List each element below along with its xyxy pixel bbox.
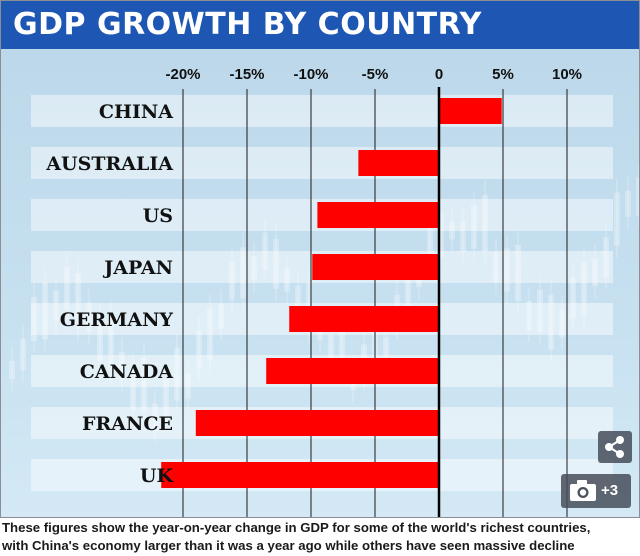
row-band — [31, 95, 613, 127]
photo-count: +3 — [601, 482, 619, 499]
bar-germany — [289, 306, 439, 332]
x-tick-label: 10% — [552, 66, 582, 83]
category-label: AUSTRALIA — [45, 153, 173, 175]
bars — [161, 98, 502, 488]
share-button[interactable] — [598, 431, 632, 463]
x-axis-tick-labels: -20% -15% -10% -5% 0 5% 10% — [165, 66, 582, 83]
x-tick-label: -20% — [165, 66, 200, 83]
bar-japan — [312, 254, 439, 280]
bar-canada — [266, 358, 439, 384]
bar-china — [439, 98, 502, 124]
x-tick-label: 0 — [435, 66, 443, 83]
bar-chart: -20% -15% -10% -5% 0 5% 10% CHINA AUSTRALIA US JA… — [1, 49, 639, 517]
category-labels: CHINA AUSTRALIA US JAPAN GERMANY CANADA FRANCE… — [45, 101, 174, 487]
x-tick-label: 5% — [492, 66, 514, 83]
caption-line-1: These figures show the year-on-year chan… — [2, 520, 591, 535]
gallery-button[interactable]: +3 — [561, 474, 631, 508]
category-label: JAPAN — [102, 257, 173, 279]
bar-australia — [358, 150, 439, 176]
category-label: FRANCE — [82, 413, 173, 435]
category-label: GERMANY — [60, 309, 174, 331]
chart-background — [1, 49, 639, 517]
share-icon — [605, 436, 624, 458]
camera-icon — [570, 480, 596, 501]
chart-figure: GDP GROWTH BY COUNTRY -20% -15% -10% -5% 0 5%… — [0, 0, 640, 518]
image-caption: These figures show the year-on-year chan… — [2, 519, 638, 555]
category-label: CHINA — [99, 101, 173, 123]
row-bands — [31, 95, 613, 491]
x-tick-label: -15% — [229, 66, 264, 83]
category-label: CANADA — [80, 361, 173, 383]
x-tick-label: -5% — [362, 66, 389, 83]
bar-france — [195, 410, 439, 436]
x-tick-label: -10% — [293, 66, 328, 83]
caption-line-2: with China's economy larger than it was … — [2, 538, 575, 553]
category-label: US — [143, 205, 173, 227]
bar-uk — [161, 462, 440, 488]
row-band — [31, 147, 613, 179]
chart-title: GDP GROWTH BY COUNTRY — [1, 1, 639, 49]
bar-us — [317, 202, 439, 228]
category-label: UK — [140, 465, 175, 487]
